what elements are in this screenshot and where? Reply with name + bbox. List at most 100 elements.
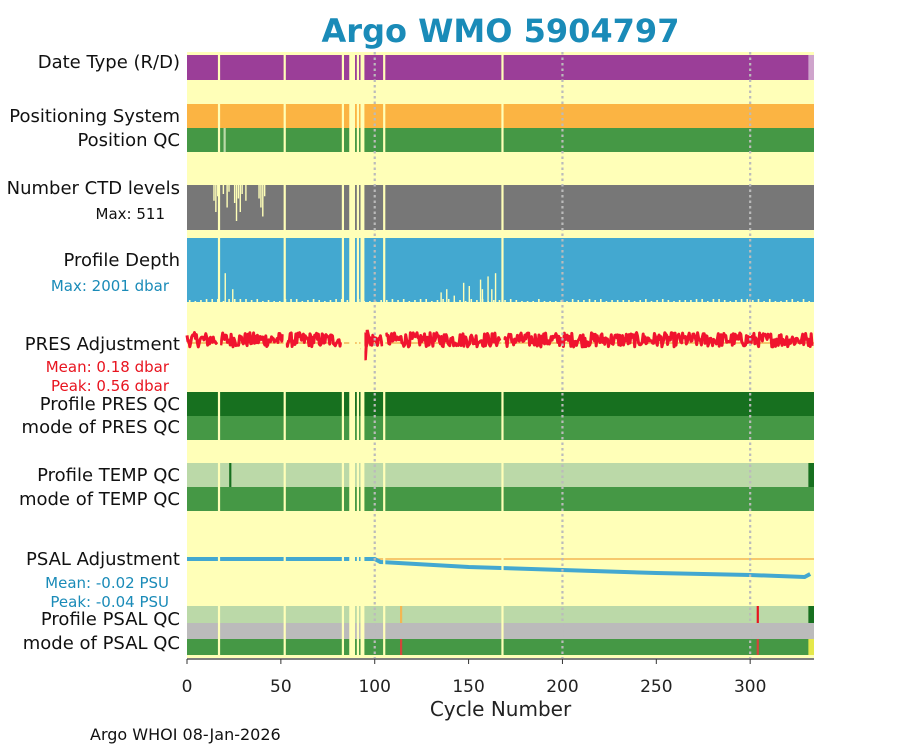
- depth-notch-208: [577, 300, 580, 302]
- depth-notch-115: [402, 299, 405, 302]
- depth-notch-271: [695, 299, 698, 302]
- depth-notch-169: [504, 300, 506, 302]
- depth-notch-133: [436, 300, 439, 302]
- depth-notch-73: [324, 301, 326, 302]
- band-row-0: [187, 55, 814, 80]
- ctd-notch-15: [263, 185, 266, 197]
- row-1-layer: [187, 104, 814, 128]
- depth-notch-112: [397, 300, 399, 302]
- depth-notch-244: [645, 299, 647, 302]
- pres-series-0: [185, 331, 219, 349]
- depth-notch-103: [380, 300, 382, 302]
- depth-notch-151: [470, 299, 473, 302]
- depth-notch-217: [594, 300, 596, 302]
- depth-notch-316: [780, 301, 782, 302]
- depth-notch-43: [267, 300, 270, 302]
- depth-notch-136: [442, 299, 444, 302]
- depth-notch-310: [768, 299, 771, 302]
- depth-notch-124: [419, 299, 422, 302]
- band-row-6: [187, 392, 814, 416]
- row-12-layer: [187, 623, 814, 639]
- row-label-position-qc: Position QC: [77, 130, 180, 151]
- depth-notch-109: [391, 299, 394, 302]
- depth-notch-223: [605, 301, 608, 302]
- depth-notch-70: [318, 300, 321, 302]
- row-label-pres-adjustment: PRES Adjustment: [24, 334, 180, 355]
- depth-notch-202: [566, 301, 568, 302]
- row-0-layer: [187, 55, 814, 80]
- depth-notch-40: [262, 301, 264, 302]
- row-13-layer: [187, 639, 814, 655]
- depth-notch-235: [628, 300, 630, 302]
- qc-mark-13-1: [756, 639, 759, 655]
- depth-notch-1: [188, 300, 191, 302]
- row-label-profile-pres-qc: Profile PRES QC: [39, 394, 180, 415]
- depth-notch-67: [312, 299, 315, 302]
- band-row-9: [187, 487, 814, 511]
- ctd-notch-7: [235, 185, 238, 221]
- ctd-notch-9: [239, 185, 241, 212]
- ctd-notch-4: [226, 185, 228, 208]
- depth-spike-11: [494, 273, 497, 302]
- gap-line-6: [383, 52, 386, 658]
- band-end-0: [808, 55, 814, 80]
- depth-notch-253: [661, 299, 664, 302]
- band-row-11: [187, 606, 814, 623]
- depth-spike-0: [224, 273, 226, 302]
- depth-notch-4: [194, 301, 197, 302]
- gap-line-7: [501, 52, 504, 658]
- depth-notch-187: [538, 299, 540, 302]
- band-row-7: [187, 416, 814, 440]
- depth-notch-295: [740, 299, 743, 302]
- depth-notch-34: [250, 300, 253, 302]
- ctd-notch-8: [237, 185, 240, 199]
- band-end-13: [808, 639, 814, 655]
- depth-notch-22: [228, 299, 230, 302]
- ctd-notch-3: [222, 185, 225, 194]
- row-11-layer: [187, 606, 814, 623]
- depth-notch-76: [329, 300, 332, 302]
- cycle-gaps: [217, 52, 752, 658]
- x-tick-label-300: 300: [734, 677, 766, 697]
- row-label-mode-psal-qc: mode of PSAL QC: [22, 633, 180, 654]
- x-tick-label-50: 50: [270, 677, 292, 697]
- depth-notch-172: [509, 299, 512, 302]
- row-7-layer: [187, 416, 814, 440]
- pres-series-5: [502, 331, 814, 349]
- ctd-notch-11: [245, 185, 247, 201]
- depth-notch-277: [706, 301, 709, 302]
- depth-notch-283: [718, 299, 720, 302]
- x-tick-label-200: 200: [546, 677, 578, 697]
- depth-notch-163: [492, 300, 495, 302]
- psal-peak-label: Peak: -0.04 PSU: [50, 593, 169, 611]
- band-row-12: [187, 623, 814, 639]
- depth-notch-85: [346, 300, 349, 302]
- row-label-psal-adjustment: PSAL Adjustment: [25, 549, 180, 570]
- ctd-notch-10: [241, 185, 243, 194]
- depth-notch-274: [701, 299, 703, 302]
- depth-notch-256: [667, 300, 670, 302]
- depth-notch-139: [447, 299, 450, 302]
- ctd-notch-6: [233, 185, 236, 203]
- pres-series-1: [219, 331, 285, 349]
- depth-spike-9: [487, 276, 489, 302]
- depth-notch-304: [757, 299, 760, 302]
- depth-notch-262: [678, 300, 681, 302]
- qc-mark-8-0: [229, 463, 232, 487]
- ctd-notch-1: [215, 185, 217, 212]
- depth-notch-238: [633, 301, 636, 302]
- depth-notch-220: [599, 299, 602, 302]
- x-axis: 0 50 100 150 200 250 300: [182, 658, 814, 697]
- depth-notch-130: [431, 301, 433, 302]
- depth-notch-205: [571, 299, 574, 302]
- depth-notch-211: [583, 300, 585, 302]
- depth-notch-82: [340, 299, 343, 302]
- depth-notch-313: [774, 301, 777, 302]
- depth-notch-268: [690, 300, 692, 302]
- depth-notch-229: [616, 300, 619, 302]
- row-9-layer: [187, 487, 814, 511]
- depth-notch-61: [301, 301, 304, 302]
- ctd-notch-5: [228, 185, 230, 192]
- ctd-notch-0: [213, 185, 215, 201]
